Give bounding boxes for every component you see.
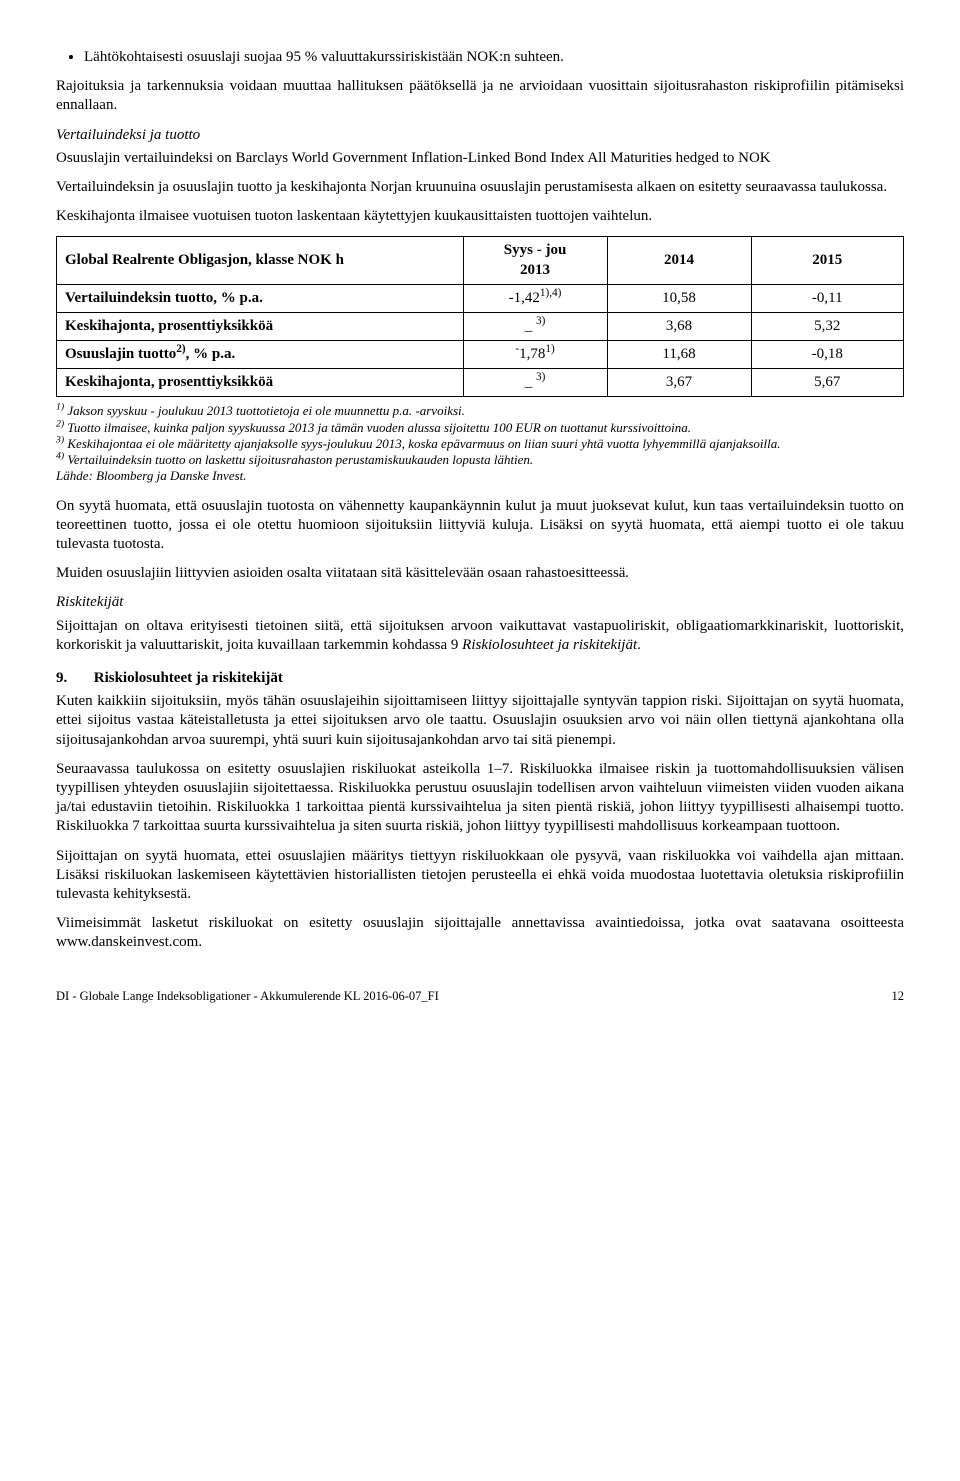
cell: _ 3): [463, 369, 607, 397]
paragraph-other-matters: Muiden osuuslajiin liittyvien asioiden o…: [56, 564, 904, 583]
col-header-2014: 2014: [607, 237, 751, 284]
paragraph-risk-factors: Sijoittajan on oltava erityisesti tietoi…: [56, 617, 904, 655]
table-footnotes: 1) Jakson syyskuu - joulukuu 2013 tuotto…: [56, 403, 904, 484]
cell: -1,781): [463, 341, 607, 369]
footer-page-number: 12: [892, 988, 905, 1004]
col-header-2015: 2015: [751, 237, 903, 284]
cell: _ 3): [463, 312, 607, 340]
paragraph-comparison-1: Osuuslajin vertailuindeksi on Barclays W…: [56, 149, 904, 168]
section-9-heading: 9. Riskiolosuhteet ja riskitekijät: [56, 669, 904, 688]
table-row: Vertailuindeksin tuotto, % p.a. -1,421),…: [57, 284, 904, 312]
cell: 11,68: [607, 341, 751, 369]
footnote-1: 1) Jakson syyskuu - joulukuu 2013 tuotto…: [56, 403, 904, 419]
table-row: Osuuslajin tuotto2), % p.a. -1,781) 11,6…: [57, 341, 904, 369]
cell: 3,68: [607, 312, 751, 340]
table-row: Keskihajonta, prosenttiyksikköä _ 3) 3,6…: [57, 369, 904, 397]
cell: -0,11: [751, 284, 903, 312]
cell: 10,58: [607, 284, 751, 312]
table-row: Keskihajonta, prosenttiyksikköä _ 3) 3,6…: [57, 312, 904, 340]
footnote-source: Lähde: Bloomberg ja Danske Invest.: [56, 468, 904, 484]
bullet-item: Lähtökohtaisesti osuuslaji suojaa 95 % v…: [84, 48, 904, 67]
row-label: Vertailuindeksin tuotto, % p.a.: [57, 284, 464, 312]
footnote-4: 4) Vertailuindeksin tuotto on laskettu s…: [56, 452, 904, 468]
heading-comparison-index: Vertailuindeksi ja tuotto: [56, 126, 904, 145]
footnote-3: 3) Keskihajontaa ei ole määritetty ajanj…: [56, 436, 904, 452]
cell: -0,18: [751, 341, 903, 369]
section-number: 9.: [56, 669, 90, 688]
row-label: Keskihajonta, prosenttiyksikköä: [57, 369, 464, 397]
col-header-period: Syys - jou 2013: [463, 237, 607, 284]
footnote-2: 2) Tuotto ilmaisee, kuinka paljon syysku…: [56, 420, 904, 436]
section-9-paragraph-1: Kuten kaikkiin sijoituksiin, myös tähän …: [56, 692, 904, 750]
heading-risk-factors: Riskitekijät: [56, 593, 904, 612]
intro-bullet-list: Lähtökohtaisesti osuuslaji suojaa 95 % v…: [56, 48, 904, 67]
row-label: Keskihajonta, prosenttiyksikköä: [57, 312, 464, 340]
returns-table: Global Realrente Obligasjon, klasse NOK …: [56, 236, 904, 397]
paragraph-comparison-2: Vertailuindeksin ja osuuslajin tuotto ja…: [56, 178, 904, 197]
section-title: Riskiolosuhteet ja riskitekijät: [94, 670, 283, 686]
table-header-row: Global Realrente Obligasjon, klasse NOK …: [57, 237, 904, 284]
section-9-paragraph-4: Viimeisimmät lasketut riskiluokat on esi…: [56, 914, 904, 952]
cell: 3,67: [607, 369, 751, 397]
col-header-period-line1: Syys - jou: [504, 242, 567, 258]
col-header-period-line2: 2013: [520, 262, 550, 278]
footer-doc-id: DI - Globale Lange Indeksobligationer - …: [56, 988, 439, 1004]
section-9-paragraph-2: Seuraavassa taulukossa on esitetty osuus…: [56, 760, 904, 837]
row-label: Osuuslajin tuotto2), % p.a.: [57, 341, 464, 369]
paragraph-restrictions: Rajoituksia ja tarkennuksia voidaan muut…: [56, 77, 904, 115]
cell: 5,67: [751, 369, 903, 397]
section-9-paragraph-3: Sijoittajan on syytä huomata, ettei osuu…: [56, 847, 904, 905]
paragraph-note-returns: On syytä huomata, että osuuslajin tuotos…: [56, 497, 904, 555]
page-footer: DI - Globale Lange Indeksobligationer - …: [56, 988, 904, 1004]
cell: 5,32: [751, 312, 903, 340]
col-header-name: Global Realrente Obligasjon, klasse NOK …: [57, 237, 464, 284]
paragraph-comparison-3: Keskihajonta ilmaisee vuotuisen tuoton l…: [56, 207, 904, 226]
cell: -1,421),4): [463, 284, 607, 312]
